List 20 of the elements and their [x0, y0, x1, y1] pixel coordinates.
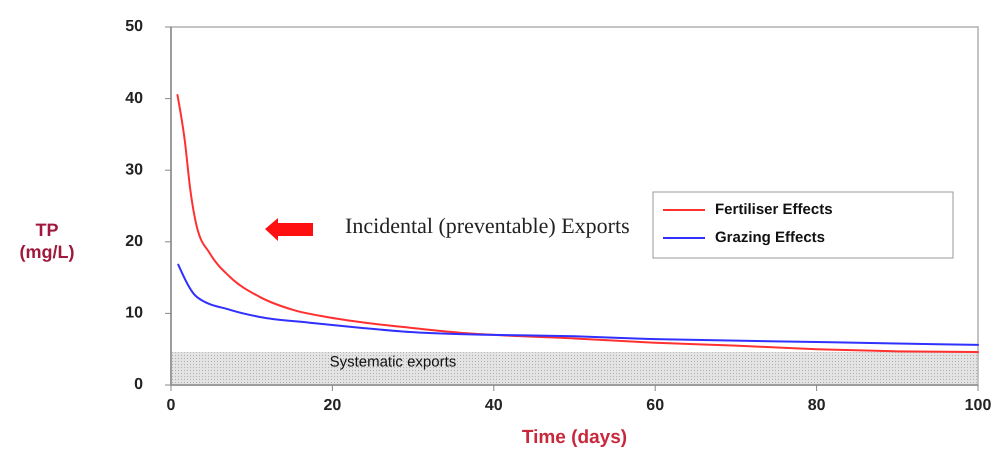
annotation: Incidental (preventable) Exports: [345, 213, 630, 238]
x-tick-label: 0: [166, 397, 176, 414]
x-tick-label: 60: [646, 397, 664, 414]
legend-label: Grazing Effects: [715, 228, 826, 246]
y-axis-title: TP (mg/L): [20, 220, 74, 262]
x-tick-label: 100: [964, 397, 991, 414]
line-series: [177, 264, 979, 346]
y-tick-label: 50: [125, 18, 144, 36]
x-tick-label: 40: [484, 397, 503, 414]
y-tick-label: 40: [125, 90, 144, 107]
x-axis-title: Time (days): [522, 427, 628, 448]
line-series: [176, 94, 979, 354]
y-tick-label: 30: [125, 161, 144, 178]
y-tick-label: 10: [125, 304, 144, 322]
x-tick-label: 20: [324, 397, 342, 414]
x-tick-label: 80: [808, 397, 826, 414]
y-tick-label: 20: [125, 233, 144, 250]
band-label: Systematic exports: [330, 354, 456, 370]
legend-label: Fertiliser Effects: [715, 200, 833, 218]
y-tick-label: 0: [134, 376, 144, 394]
